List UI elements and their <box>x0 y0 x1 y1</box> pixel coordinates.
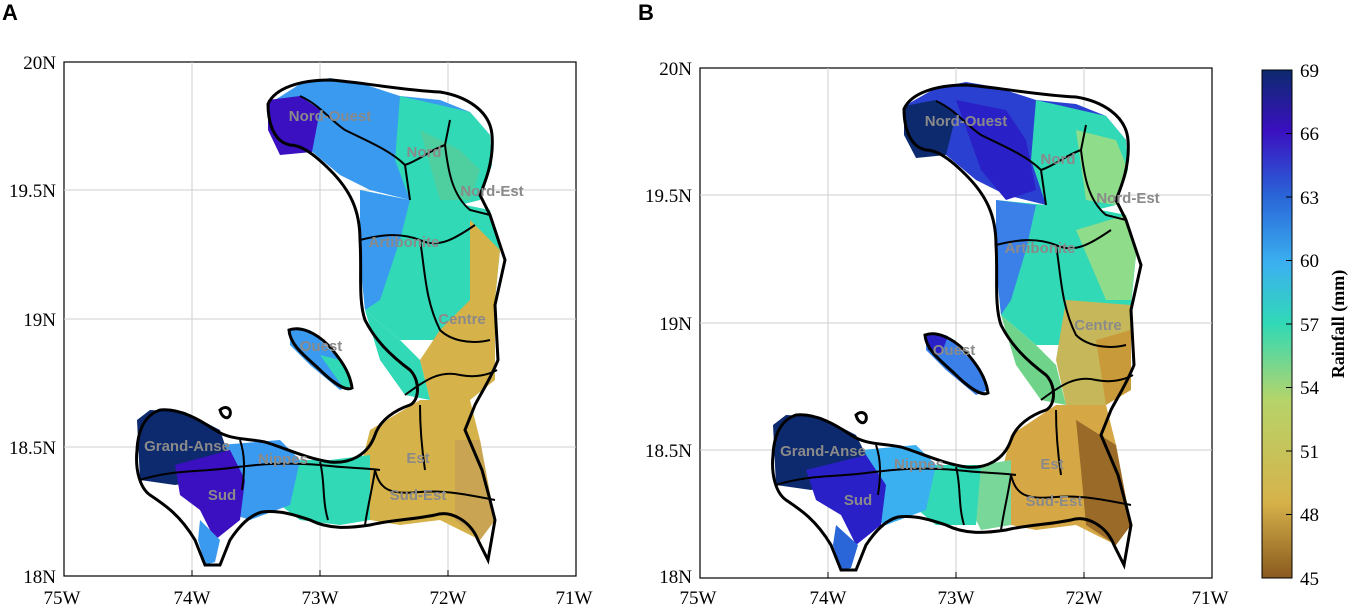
region-label: Est <box>1040 456 1063 473</box>
colorbar-tick-label: 45 <box>1300 569 1319 590</box>
region-label: Grand-Anse <box>144 438 230 455</box>
colorbar-tick-label: 51 <box>1300 442 1319 463</box>
region-label: Nord-Ouest <box>289 108 372 125</box>
x-tick-label: 74W <box>810 588 847 609</box>
colorbar-tick-label: 63 <box>1300 188 1319 209</box>
y-tick-label: 19.5N <box>645 186 692 207</box>
coastline <box>771 83 1143 572</box>
map-panel-b: Nord-Ouest Nord Nord-Est Artibonite Cent… <box>645 59 1349 609</box>
colorbar-tick-label: 60 <box>1300 251 1319 272</box>
x-tick-label: 72W <box>1066 588 1103 609</box>
region-label: Sud <box>844 492 872 509</box>
region-label: Nord <box>1041 151 1076 168</box>
region-label: Artibonite <box>1005 240 1076 257</box>
colorbar-ticks <box>1286 69 1292 579</box>
panel-b-letter: B <box>638 0 654 25</box>
y-tick-label: 18.5N <box>645 441 692 462</box>
region-label: Ouest <box>933 342 976 359</box>
y-tick-label: 20N <box>659 59 692 80</box>
map-panel-a: Nord-Ouest Nord Nord-Est Artibonite Cent… <box>9 53 593 609</box>
department-borders <box>139 95 498 526</box>
panel-a-letter: A <box>2 0 18 25</box>
region-label: Sud-Est <box>1026 493 1083 510</box>
y-tick-label: 19N <box>23 310 56 331</box>
y-tick-label: 18N <box>659 567 692 588</box>
x-tick-label: 75W <box>44 588 81 609</box>
axis-ticks <box>699 572 1213 578</box>
y-tick-label: 20N <box>23 53 56 74</box>
x-tick-label: 73W <box>938 588 975 609</box>
y-tick-label: 19N <box>659 314 692 335</box>
colorbar-tick-label: 48 <box>1300 505 1319 526</box>
region-label: Nippes <box>258 451 308 468</box>
region-label: Sud <box>208 487 236 504</box>
colorbar-tick-label: 54 <box>1300 378 1320 399</box>
department-borders <box>775 100 1134 531</box>
region-label: Nippes <box>894 456 944 473</box>
region-label: Sud-Est <box>390 487 447 504</box>
region-label: Centre <box>1074 317 1122 334</box>
region-label: Grand-Anse <box>780 443 866 460</box>
region-label: Est <box>406 450 429 467</box>
colorbar-tick-label: 66 <box>1300 124 1319 145</box>
region-label: Artibonite <box>369 234 440 251</box>
region-label: Nord <box>407 144 442 161</box>
x-tick-label: 75W <box>680 588 717 609</box>
y-tick-label: 18N <box>23 567 56 588</box>
region-label: Ouest <box>300 338 343 355</box>
y-tick-label: 18.5N <box>9 438 56 459</box>
x-tick-label: 72W <box>430 588 467 609</box>
coastline <box>135 78 507 567</box>
x-tick-label: 71W <box>1192 588 1229 609</box>
colorbar-tick-label: 69 <box>1300 61 1319 82</box>
rainfall-field <box>137 78 500 565</box>
colorbar-tick-label: 57 <box>1300 315 1319 336</box>
region-label: Nord-Est <box>460 183 523 200</box>
x-tick-label: 73W <box>302 588 339 609</box>
region-label: Nord-Ouest <box>925 113 1008 130</box>
colorbar-label: Rainfall (mm) <box>1328 270 1349 378</box>
region-label: Centre <box>438 311 486 328</box>
y-tick-label: 19.5N <box>9 181 56 202</box>
region-label: Nord-Est <box>1096 190 1159 207</box>
x-tick-label: 71W <box>556 588 593 609</box>
axis-ticks <box>63 570 577 576</box>
x-tick-label: 74W <box>174 588 211 609</box>
